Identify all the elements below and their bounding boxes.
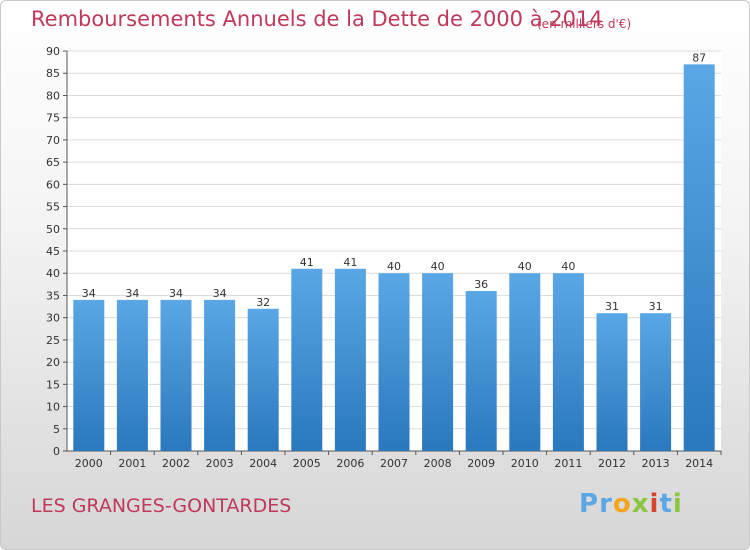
data-label: 34	[169, 287, 183, 300]
y-tick-label: 25	[46, 334, 60, 347]
x-tick-label: 2010	[511, 457, 539, 470]
bar	[204, 299, 236, 451]
y-tick-label: 85	[46, 67, 60, 80]
data-label: 31	[605, 300, 619, 313]
y-tick-label: 10	[46, 401, 60, 414]
data-label: 34	[125, 287, 139, 300]
data-label: 41	[300, 256, 314, 269]
data-label: 40	[431, 260, 445, 273]
bar	[116, 299, 148, 451]
data-label: 31	[649, 300, 663, 313]
data-label: 87	[692, 51, 706, 64]
data-label: 41	[343, 256, 357, 269]
y-tick-label: 65	[46, 156, 60, 169]
data-label: 40	[387, 260, 401, 273]
data-labels: 34 34 34 34 32 41 41 40 40 36 40 40 31 31 87	[82, 51, 706, 313]
logo-letter: x	[631, 489, 650, 519]
y-tick-label: 15	[46, 378, 60, 391]
proxiti-logo: Proxiti	[579, 489, 683, 519]
logo-letter: P	[579, 489, 600, 519]
logo-letter: r	[599, 489, 613, 519]
bar	[552, 273, 584, 451]
x-tick-label: 2006	[336, 457, 364, 470]
bar	[465, 291, 497, 451]
y-tick-label: 50	[46, 223, 60, 236]
data-label: 36	[474, 278, 488, 291]
chart-title: Remboursements Annuels de la Dette de 20…	[31, 7, 603, 31]
bar	[683, 64, 715, 452]
y-tick-label: 45	[46, 245, 60, 258]
y-tick-label: 40	[46, 267, 60, 280]
y-tick-label: 35	[46, 289, 60, 302]
x-tick-label: 2013	[642, 457, 670, 470]
data-label: 32	[256, 296, 270, 309]
x-tick-label: 2008	[424, 457, 452, 470]
x-tick-label: 2012	[598, 457, 626, 470]
logo-letter: o	[612, 489, 632, 519]
bar	[291, 268, 323, 451]
x-tick-label: 2000	[75, 457, 103, 470]
y-tick-label: 5	[53, 423, 60, 436]
x-tick-label: 2007	[380, 457, 408, 470]
data-label: 34	[82, 287, 96, 300]
y-tick-label: 20	[46, 356, 60, 369]
location-label: LES GRANGES-GONTARDES	[31, 495, 292, 517]
x-tick-labels: 2000 2001 2002 2003 2004 2005 2006 2007 2008 2009…	[75, 457, 713, 470]
y-tick-label: 75	[46, 112, 60, 125]
x-tick-label: 2004	[249, 457, 277, 470]
y-tick-label: 90	[46, 45, 60, 58]
y-tick-label: 80	[46, 89, 60, 102]
x-tick-label: 2014	[685, 457, 713, 470]
logo-letter: t	[659, 489, 673, 519]
x-tick-label: 2011	[554, 457, 582, 470]
logo-letter: i	[649, 489, 660, 519]
bars	[73, 64, 715, 452]
logo-letter: i	[672, 489, 683, 519]
x-tick-label: 2009	[467, 457, 495, 470]
y-tick-label: 30	[46, 312, 60, 325]
bar	[422, 273, 454, 451]
y-tick-label: 55	[46, 201, 60, 214]
bar	[596, 313, 628, 451]
x-tick-label: 2001	[118, 457, 146, 470]
x-tick-label: 2003	[206, 457, 234, 470]
bar	[247, 308, 279, 451]
bar	[160, 299, 192, 451]
bar	[334, 268, 366, 451]
y-tick-label: 60	[46, 178, 60, 191]
x-tick-label: 2005	[293, 457, 321, 470]
data-label: 34	[213, 287, 227, 300]
data-label: 40	[561, 260, 575, 273]
bar	[378, 273, 410, 451]
x-tick-label: 2002	[162, 457, 190, 470]
y-tick-labels: 0 5 10 15 20 25 30 35 40 45 50 55 60 65 70 75 80 85 90	[46, 45, 60, 458]
bar	[509, 273, 541, 451]
bar	[640, 313, 672, 451]
data-label: 40	[518, 260, 532, 273]
chart-unit: (en milliers d'€)	[537, 17, 632, 31]
y-tick-label: 70	[46, 134, 60, 147]
y-tick-label: 0	[53, 445, 60, 458]
bar	[73, 299, 105, 451]
